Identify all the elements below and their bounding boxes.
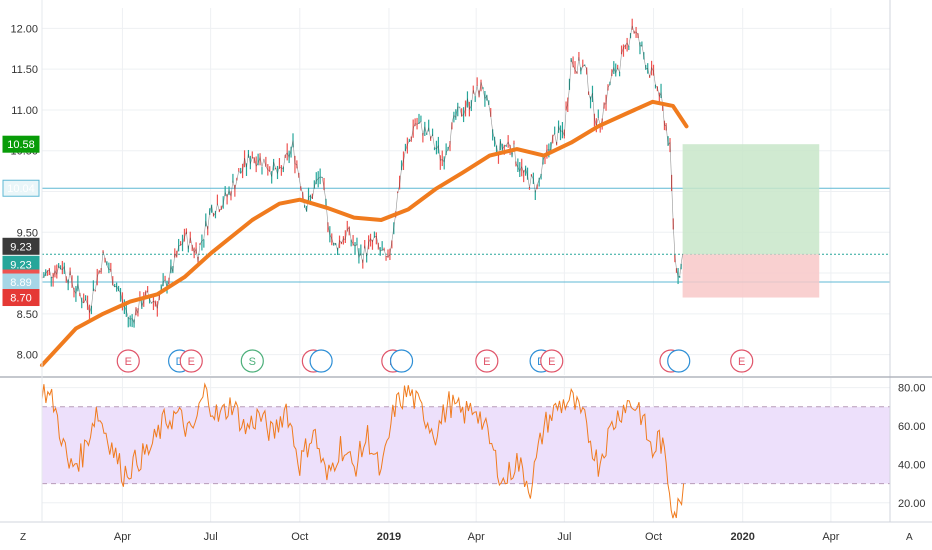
price-tick-label: 11.00	[11, 105, 38, 117]
event-marker-dividend[interactable]	[389, 349, 414, 373]
price-badge-bg	[2, 135, 40, 153]
event-marker-label: E	[188, 356, 195, 368]
event-marker-dividend[interactable]	[667, 349, 691, 373]
event-marker-dividend[interactable]	[309, 349, 333, 373]
oscillator-tick-label: 80.00	[898, 383, 926, 395]
event-marker-circle[interactable]	[179, 349, 203, 373]
event-marker-earnings[interactable]: E	[116, 349, 140, 373]
oscillator-tick-label: 40.00	[898, 459, 926, 471]
oscillator-line	[41, 382, 685, 519]
price-badge-text: 10.58	[7, 139, 35, 151]
position-loss-zone[interactable]	[682, 254, 820, 298]
event-marker-circle[interactable]	[730, 349, 754, 373]
time-tick-label: Oct	[291, 531, 308, 543]
event-marker-earnings[interactable]: E	[730, 349, 754, 373]
event-marker-circle[interactable]	[389, 349, 414, 373]
price-tick-label: 9.50	[17, 227, 38, 239]
event-marker-earnings[interactable]: E	[475, 349, 499, 373]
time-tick-label: 2019	[377, 531, 401, 543]
price-badge: 8.70	[2, 289, 40, 307]
event-marker-label: S	[249, 356, 256, 368]
time-axis-labels: Apr Jul Oct 2019 Apr Jul Oct 2020 Apr	[114, 531, 840, 543]
price-badge: 8.89	[2, 273, 40, 291]
time-tick-label: Apr	[468, 531, 485, 543]
price-badge: 10.58	[2, 135, 40, 153]
time-tick-label: Jul	[557, 531, 571, 543]
price-badge-bg	[2, 237, 40, 255]
event-marker-circle[interactable]	[116, 349, 140, 373]
price-tick-label: 12.00	[10, 23, 38, 35]
event-marker-circle[interactable]	[240, 349, 264, 373]
event-marker-circle[interactable]	[309, 349, 333, 373]
price-badge-bg	[2, 289, 40, 307]
event-marker-circle[interactable]	[667, 349, 691, 373]
time-tick-label: Apr	[114, 531, 131, 543]
event-marker-label: E	[483, 356, 490, 368]
event-marker-label: D	[176, 356, 184, 368]
time-tick-label: Oct	[645, 531, 662, 543]
moving-average-path	[40, 99, 689, 368]
auto-scale-button[interactable]: A	[906, 532, 913, 543]
time-tick-label: Apr	[822, 531, 839, 543]
price-badge-text: 10.04	[7, 183, 35, 195]
price-badge-text: 9.23	[10, 241, 31, 253]
price-badge: 9.23	[2, 237, 40, 255]
moving-average-line	[40, 99, 689, 368]
event-marker-earnings[interactable]: E	[540, 349, 564, 373]
price-badge-text: 8.70	[10, 293, 31, 305]
price-badge: 10.04	[2, 179, 40, 197]
price-tick-label: 11.50	[11, 64, 38, 76]
price-badge: 9.23	[2, 255, 40, 273]
event-marker-circle[interactable]	[475, 349, 499, 373]
price-badge-text: 9.23	[10, 259, 31, 271]
oscillator-band-fill	[42, 406, 890, 484]
event-marker-label: E	[125, 356, 132, 368]
oscillator-tick-label: 20.00	[898, 498, 926, 510]
time-tick-label: Jul	[204, 531, 218, 543]
price-tick-label: 8.50	[17, 309, 38, 321]
oscillator-tick-label: 60.00	[898, 421, 926, 433]
price-badge-text: 8.89	[10, 277, 31, 289]
long-position-tool[interactable]	[682, 144, 820, 298]
position-profit-zone[interactable]	[682, 144, 820, 255]
event-marker-split[interactable]: S	[240, 349, 264, 373]
event-marker-label: E	[738, 356, 745, 368]
time-tick-label: 2020	[730, 531, 754, 543]
oscillator-path	[41, 382, 685, 519]
price-badge-bg	[2, 179, 40, 197]
left-corner-button[interactable]: Z	[20, 532, 26, 543]
event-marker-circle[interactable]	[540, 349, 564, 373]
event-marker-label: E	[548, 356, 555, 368]
price-tick-label: 8.00	[17, 350, 38, 362]
event-markers[interactable]: EDESEEEDEEE	[116, 349, 754, 373]
event-marker-earnings[interactable]: E	[179, 349, 203, 373]
oscillator-band	[42, 406, 890, 485]
axes	[0, 0, 932, 523]
